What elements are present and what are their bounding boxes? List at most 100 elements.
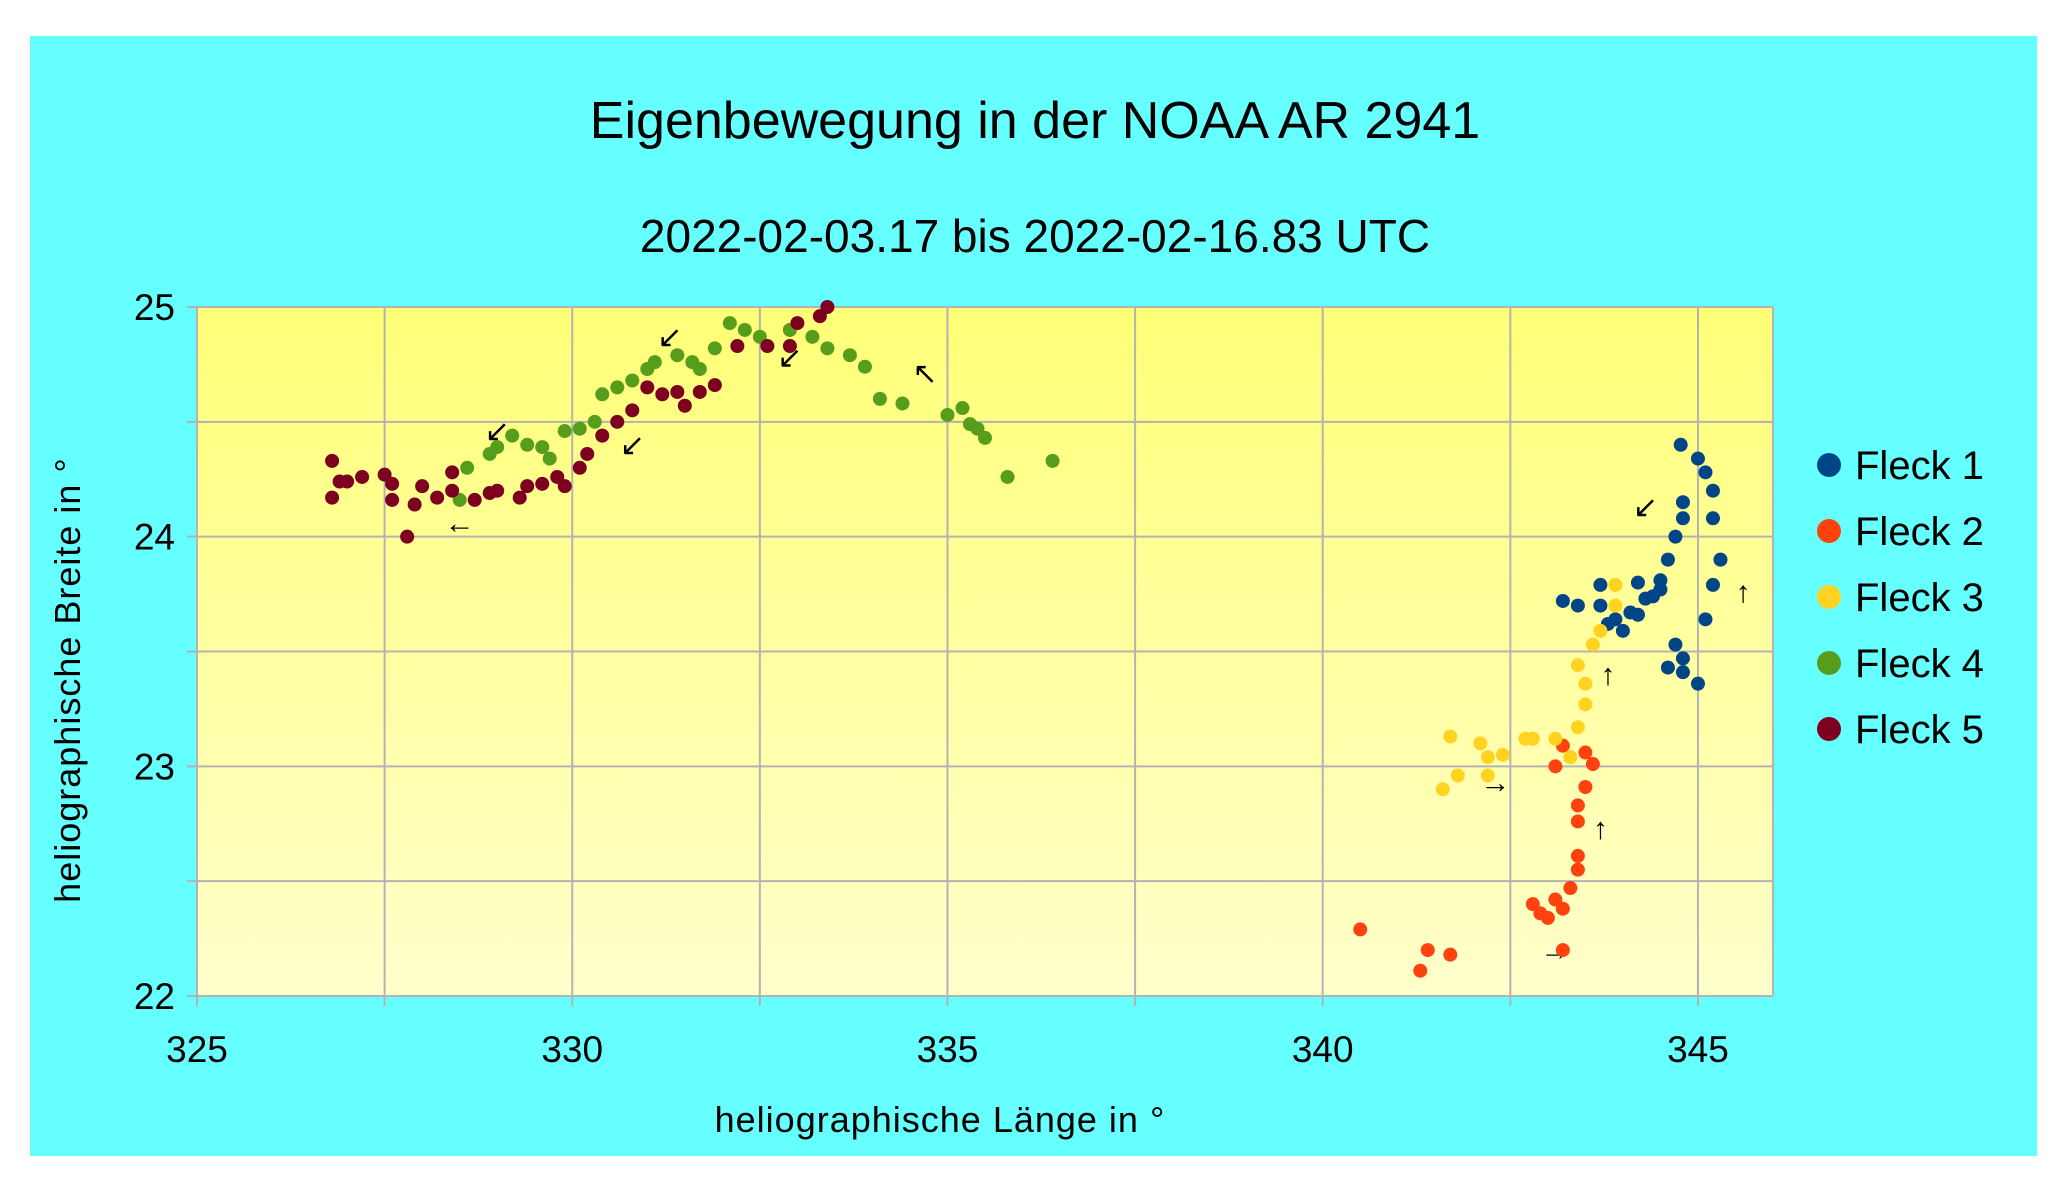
data-point: [1593, 577, 1608, 592]
x-tick-label: 325: [166, 1029, 228, 1070]
data-point: [1555, 943, 1570, 958]
data-point: [692, 384, 707, 399]
y-axis-label: heliographische Breite in °: [47, 457, 88, 903]
data-point: [677, 398, 692, 413]
legend-label: Fleck 1: [1855, 444, 1984, 488]
data-point: [655, 387, 670, 402]
data-point: [1675, 665, 1690, 680]
data-point: [1615, 623, 1630, 638]
data-point: [857, 359, 872, 374]
data-point: [1660, 660, 1675, 675]
data-point: [760, 339, 775, 354]
data-point: [1630, 575, 1645, 590]
data-point: [355, 469, 370, 484]
data-point: [595, 387, 610, 402]
data-point: [490, 483, 505, 498]
data-point: [557, 479, 572, 494]
data-point: [692, 362, 707, 377]
legend-marker: [1817, 453, 1841, 477]
data-point: [805, 329, 820, 344]
grid: [187, 306, 1774, 1006]
data-point: [640, 380, 655, 395]
data-point: [707, 341, 722, 356]
data-point: [1675, 651, 1690, 666]
data-point: [978, 430, 992, 445]
data-point: [385, 492, 400, 507]
data-point: [407, 497, 422, 512]
data-point: [782, 339, 797, 354]
data-point: [737, 322, 752, 337]
data-point: [1533, 906, 1548, 921]
legend-marker: [1817, 585, 1841, 609]
data-point: [557, 424, 572, 439]
data-point: [1593, 598, 1608, 613]
x-tick-label: 340: [1292, 1029, 1354, 1070]
data-point: [1608, 598, 1623, 613]
data-point: [535, 476, 550, 491]
y-tick-label: 23: [134, 746, 175, 787]
data-point: [1570, 720, 1585, 735]
data-point: [430, 490, 445, 505]
data-point: [1570, 658, 1585, 673]
data-point: [505, 428, 520, 443]
data-point: [625, 403, 640, 418]
data-point: [1578, 745, 1593, 760]
data-point: [1548, 731, 1563, 746]
data-point: [1443, 947, 1458, 962]
data-point: [872, 391, 887, 406]
data-point: [1585, 757, 1600, 772]
arrow-annotation: ↑: [1600, 658, 1615, 691]
data-point: [595, 428, 610, 443]
x-axis-label: heliographische Länge in °: [715, 1099, 1166, 1140]
legend-label: Fleck 4: [1855, 642, 1984, 686]
chart-subtitle: 2022-02-03.17 bis 2022-02-16.83 UTC: [640, 210, 1430, 262]
data-point: [490, 440, 505, 455]
data-point: [955, 401, 970, 416]
series-fleck-4: [452, 316, 1060, 507]
data-point: [1673, 437, 1688, 452]
data-point: [572, 421, 587, 436]
data-point: [1570, 598, 1585, 613]
data-point: [730, 339, 745, 354]
data-point: [842, 348, 857, 363]
data-point: [460, 460, 475, 475]
series-fleck-1: [1555, 437, 1728, 691]
data-point: [1420, 943, 1435, 958]
data-point: [580, 446, 595, 461]
x-tick-label: 335: [917, 1029, 979, 1070]
data-point: [1690, 451, 1705, 466]
data-point: [670, 348, 685, 363]
data-point: [1570, 798, 1585, 813]
data-point: [1705, 511, 1720, 526]
data-point: [1705, 483, 1720, 498]
data-point: [1675, 511, 1690, 526]
data-point: [1713, 552, 1728, 567]
data-point: [1563, 750, 1578, 765]
arrow-annotation: ↙: [620, 429, 645, 462]
data-point: [1525, 731, 1540, 746]
data-point: [1578, 697, 1593, 712]
data-point: [520, 437, 535, 452]
data-point: [1443, 729, 1458, 744]
data-point: [1353, 922, 1368, 937]
legend-marker: [1817, 651, 1841, 675]
y-tick-label: 24: [134, 517, 175, 558]
legend-label: Fleck 5: [1855, 708, 1984, 752]
data-point: [1450, 768, 1465, 783]
data-point: [1668, 637, 1683, 652]
data-point: [895, 396, 910, 411]
data-point: [1660, 552, 1675, 567]
data-point: [670, 384, 685, 399]
data-point: [325, 453, 340, 468]
data-point: [1578, 780, 1593, 795]
data-point: [1413, 963, 1428, 978]
y-tick-label: 22: [134, 976, 175, 1017]
series-fleck-2: [1353, 738, 1600, 978]
data-point: [1675, 495, 1690, 510]
data-point: [1705, 577, 1720, 592]
data-point: [1593, 623, 1608, 638]
data-point: [1563, 881, 1578, 896]
arrow-annotation: ↖: [912, 358, 937, 391]
arrow-annotation: ↑: [1593, 812, 1608, 845]
